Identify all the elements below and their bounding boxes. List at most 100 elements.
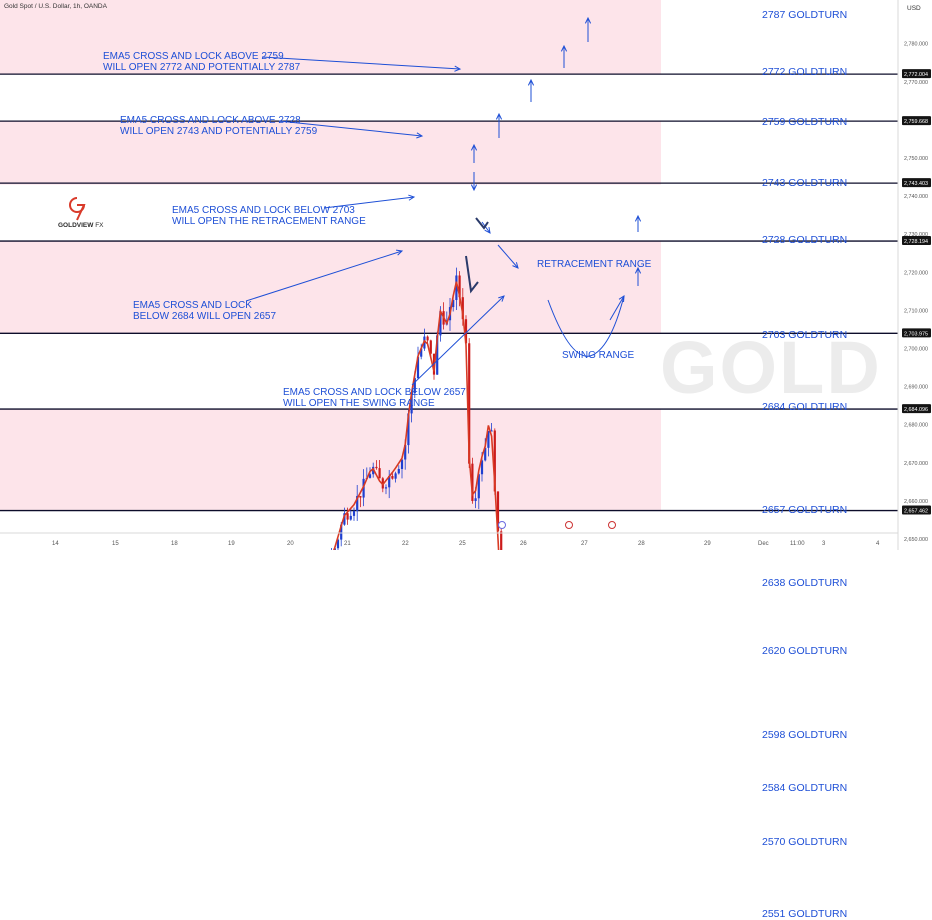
price-tick-label: 2,720.000	[904, 270, 928, 276]
arrow-up-2772-head	[560, 44, 568, 52]
candle-body	[496, 491, 500, 532]
arrow-to-2728	[278, 120, 423, 137]
candle-body	[388, 475, 391, 488]
event-marker-icon	[565, 521, 573, 529]
price-tick-label: 2,780.000	[904, 42, 928, 48]
level-tag-label: 2,772.004	[904, 72, 928, 78]
arrow-down-2710-head	[470, 184, 478, 192]
candle-body	[493, 430, 496, 492]
level-tag	[902, 236, 931, 246]
candle-body	[426, 336, 429, 341]
price-tick-label: 2,680.000	[904, 423, 928, 429]
level-tag	[902, 404, 931, 414]
price-tick-label: 2,660.000	[904, 499, 928, 505]
candle-body	[439, 311, 442, 336]
ema-layer	[333, 281, 500, 550]
annotation-ema-2728: EMA5 CROSS AND LOCK ABOVE 2728 WILL OPEN…	[120, 115, 317, 137]
annotation-line: WILL OPEN THE SWING RANGE	[283, 398, 435, 409]
candle-body	[340, 524, 343, 540]
candle-body	[400, 459, 404, 469]
ema-line	[333, 281, 500, 550]
arrows-layer	[245, 16, 642, 386]
arrow-to-2703	[323, 196, 415, 209]
candle-body	[359, 495, 362, 498]
candle-body	[452, 300, 455, 308]
arrow-to-2684	[245, 250, 403, 302]
date-tick-label: 25	[459, 541, 466, 547]
candle-body	[471, 463, 474, 502]
arrow-to-2728-head	[416, 132, 424, 139]
date-tick-label: 14	[52, 541, 59, 547]
swing-curve	[547, 295, 625, 357]
chart-canvas[interactable]: 2,560.0002,570.0002,580.0002,590.0002,60…	[0, 0, 932, 550]
candle-body	[343, 513, 346, 525]
candle-body	[352, 510, 356, 516]
candle-body	[404, 445, 407, 460]
goldturn-label: 2570 GOLDTURN	[762, 835, 848, 848]
candle-body	[436, 335, 439, 375]
candle-body	[397, 468, 400, 474]
price-axis: 2,560.0002,570.0002,580.0002,590.0002,60…	[897, 0, 932, 550]
candle-body	[407, 413, 410, 446]
arrow-up-retrace-head	[634, 266, 642, 274]
level-tag-label: 2,703.975	[904, 331, 928, 337]
arrow-retrace	[497, 244, 519, 269]
arrow-check	[481, 221, 491, 234]
date-tick-label: 28	[638, 541, 645, 547]
candle-body	[484, 447, 487, 461]
date-tick-label: 29	[704, 541, 711, 547]
candle-body	[461, 297, 464, 320]
arrow-to-2703-head	[408, 194, 416, 201]
zones-layer	[0, 0, 661, 511]
price-tick-label: 2,750.000	[904, 156, 928, 162]
candle-body	[378, 468, 381, 479]
candle-body	[455, 275, 458, 301]
date-tick-label: 18	[171, 541, 178, 547]
candle-body	[490, 430, 493, 432]
level-tag	[902, 178, 931, 188]
candle-body	[413, 378, 416, 394]
annotation-ema-2657: EMA5 CROSS AND LOCK BELOW 2657 WILL OPEN…	[283, 387, 466, 409]
level-tag-label: 2,759.668	[904, 119, 928, 125]
arrow-to-2759	[261, 56, 461, 70]
candle-body	[346, 513, 349, 520]
candle-body	[487, 431, 490, 448]
candle-body	[356, 495, 359, 511]
price-axis-bg	[898, 0, 932, 550]
price-tick-label: 2,670.000	[904, 461, 928, 467]
price-tick-label: 2,730.000	[904, 232, 928, 238]
goldturn-label: 2598 GOLDTURN	[762, 729, 848, 742]
goldturn-label: 2684 GOLDTURN	[762, 401, 848, 414]
logo-suffix: FX	[95, 222, 104, 229]
annotation-line: BELOW 2684 WILL OPEN 2657	[133, 311, 277, 322]
candle-body	[362, 478, 365, 498]
candle-body	[468, 343, 471, 464]
level-tag-label: 2,728.194	[904, 239, 928, 245]
swing-range-label: SWING RANGE	[562, 350, 635, 361]
goldturn-label: 2759 GOLDTURN	[762, 115, 848, 128]
event-marker-icon	[608, 521, 616, 529]
annotation-line: EMA5 CROSS AND LOCK BELOW 2703	[172, 205, 355, 216]
date-tick-label: Dec	[758, 541, 769, 547]
goldturn-label: 2743 GOLDTURN	[762, 176, 848, 189]
check-mark	[465, 255, 479, 294]
level-tag-label: 2,743.403	[904, 181, 928, 187]
date-tick-label: 19	[228, 541, 235, 547]
arrow-up-2703-head	[634, 214, 642, 222]
date-tick-label: 21	[344, 541, 351, 547]
goldturn-label: 2787 GOLDTURN	[762, 9, 848, 21]
candle-body	[429, 340, 432, 354]
price-tick-label: 2,770.000	[904, 80, 928, 86]
goldturn-label: 2638 GOLDTURN	[762, 576, 848, 589]
symbol-header: Gold Spot / U.S. Dollar, 1h, OANDA	[4, 3, 107, 10]
level-tag	[902, 505, 931, 515]
date-tick-label: 3	[822, 541, 826, 547]
arrow-check-head	[484, 227, 491, 234]
check-mark	[475, 217, 489, 230]
candle-body	[416, 356, 420, 379]
date-tick-label: 20	[287, 541, 294, 547]
goldturn-label: 2772 GOLDTURN	[762, 66, 848, 79]
currency-label[interactable]: USD	[907, 5, 921, 12]
price-tick-label: 2,740.000	[904, 194, 928, 200]
